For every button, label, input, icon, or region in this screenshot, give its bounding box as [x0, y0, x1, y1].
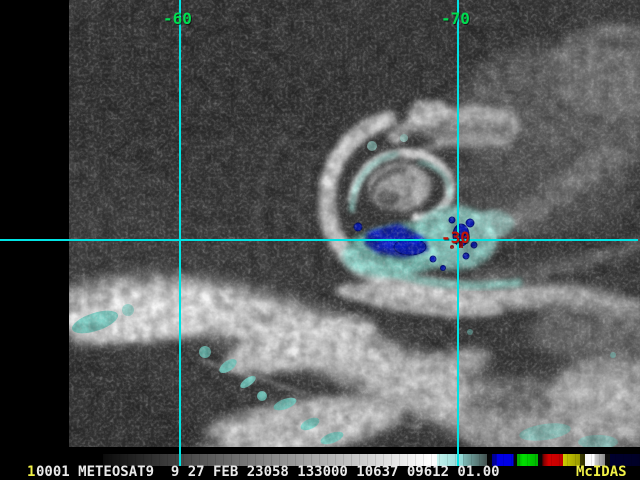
- longitude-label-west: -60: [163, 9, 192, 28]
- longitude-label-east: -70: [441, 9, 470, 28]
- status-bar: 1 0001 METEOSAT9 9 27 FEB 23058 133000 1…: [0, 447, 640, 480]
- frame-number: 1: [27, 464, 36, 480]
- colorbar-steps: [103, 454, 640, 466]
- enhancement-colorbar: [103, 454, 640, 466]
- latitude-gridline-30: [0, 239, 638, 241]
- longitude-gridline-70: [457, 0, 459, 466]
- latitude-label: -30: [441, 228, 470, 247]
- mcidas-brand-label: McIDAS: [576, 464, 627, 480]
- satellite-image[interactable]: [0, 0, 640, 447]
- longitude-gridline-60: [179, 0, 181, 466]
- image-info-text: 0001 METEOSAT9 9 27 FEB 23058 133000 106…: [36, 464, 500, 480]
